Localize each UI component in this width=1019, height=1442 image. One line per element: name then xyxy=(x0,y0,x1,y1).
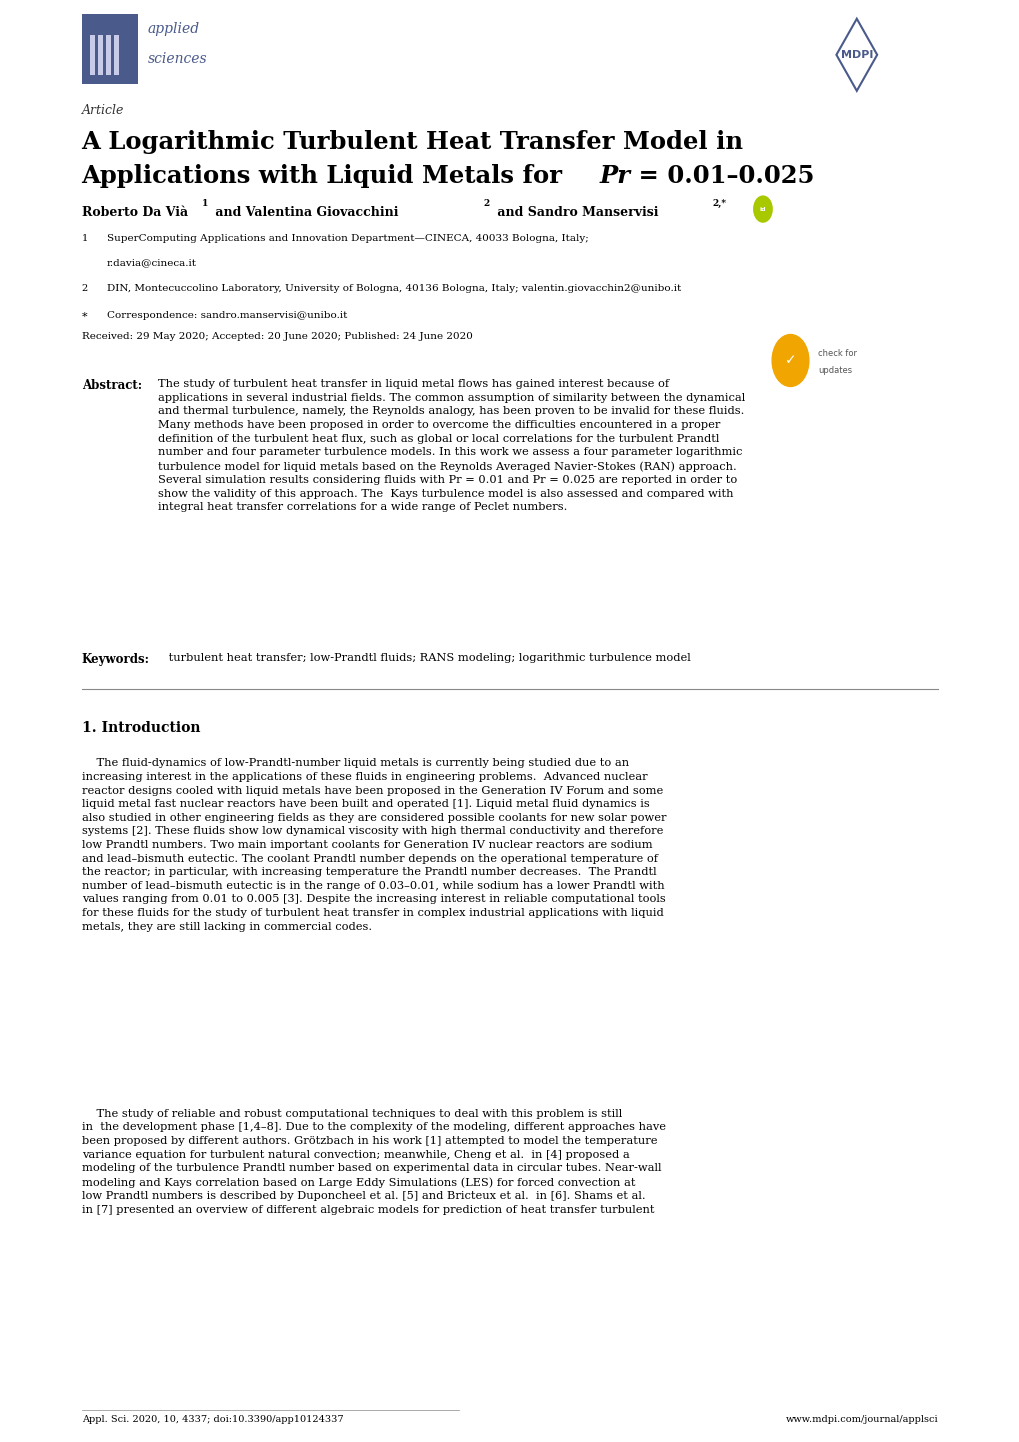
Text: The study of turbulent heat transfer in liquid metal flows has gained interest b: The study of turbulent heat transfer in … xyxy=(158,379,745,512)
Text: Received: 29 May 2020; Accepted: 20 June 2020; Published: 24 June 2020: Received: 29 May 2020; Accepted: 20 June… xyxy=(82,332,472,340)
Text: MDPI: MDPI xyxy=(840,50,872,59)
Text: Abstract:: Abstract: xyxy=(82,379,142,392)
Text: 2,*: 2,* xyxy=(711,199,726,208)
Text: and Valentina Giovacchini: and Valentina Giovacchini xyxy=(211,206,403,219)
Text: Pr: Pr xyxy=(599,164,630,189)
Text: ✓: ✓ xyxy=(784,353,796,368)
Circle shape xyxy=(771,335,808,386)
Text: updates: updates xyxy=(817,366,851,375)
Text: id: id xyxy=(759,206,765,212)
Text: applied: applied xyxy=(148,22,200,36)
FancyBboxPatch shape xyxy=(90,35,95,75)
Text: = 0.01–0.025: = 0.01–0.025 xyxy=(630,164,814,189)
Text: The study of reliable and robust computational techniques to deal with this prob: The study of reliable and robust computa… xyxy=(82,1109,665,1216)
Text: turbulent heat transfer; low-Prandtl fluids; RANS modeling; logarithmic turbulen: turbulent heat transfer; low-Prandtl flu… xyxy=(165,653,690,663)
FancyBboxPatch shape xyxy=(114,35,119,75)
Text: SuperComputing Applications and Innovation Department—CINECA, 40033 Bologna, Ita: SuperComputing Applications and Innovati… xyxy=(107,234,588,242)
Text: Keywords:: Keywords: xyxy=(82,653,150,666)
Text: Appl. Sci. 2020, 10, 4337; doi:10.3390/app10124337: Appl. Sci. 2020, 10, 4337; doi:10.3390/a… xyxy=(82,1415,342,1423)
Text: 1: 1 xyxy=(202,199,208,208)
Text: Article: Article xyxy=(82,104,124,117)
Text: Correspondence: sandro.manservisi@unibo.it: Correspondence: sandro.manservisi@unibo.… xyxy=(107,311,347,320)
Text: DIN, Montecuccolino Laboratory, University of Bologna, 40136 Bologna, Italy; val: DIN, Montecuccolino Laboratory, Universi… xyxy=(107,284,681,293)
Text: Applications with Liquid Metals for: Applications with Liquid Metals for xyxy=(82,164,571,189)
Text: sciences: sciences xyxy=(148,52,207,66)
Text: The fluid-dynamics of low-Prandtl-number liquid metals is currently being studie: The fluid-dynamics of low-Prandtl-number… xyxy=(82,758,665,932)
Text: 1. Introduction: 1. Introduction xyxy=(82,721,200,735)
FancyBboxPatch shape xyxy=(98,35,103,75)
FancyBboxPatch shape xyxy=(106,35,111,75)
Text: 1: 1 xyxy=(82,234,88,242)
Text: Roberto Da Vià: Roberto Da Vià xyxy=(82,206,192,219)
Circle shape xyxy=(753,196,771,222)
Text: www.mdpi.com/journal/applsci: www.mdpi.com/journal/applsci xyxy=(785,1415,937,1423)
Text: *: * xyxy=(82,311,88,322)
Text: check for: check for xyxy=(817,349,856,358)
Text: 2: 2 xyxy=(483,199,489,208)
FancyBboxPatch shape xyxy=(82,14,138,84)
Text: A Logarithmic Turbulent Heat Transfer Model in: A Logarithmic Turbulent Heat Transfer Mo… xyxy=(82,130,743,154)
Text: and Sandro Manservisi: and Sandro Manservisi xyxy=(492,206,662,219)
Text: r.davia@cineca.it: r.davia@cineca.it xyxy=(107,258,197,267)
Text: 2: 2 xyxy=(82,284,88,293)
